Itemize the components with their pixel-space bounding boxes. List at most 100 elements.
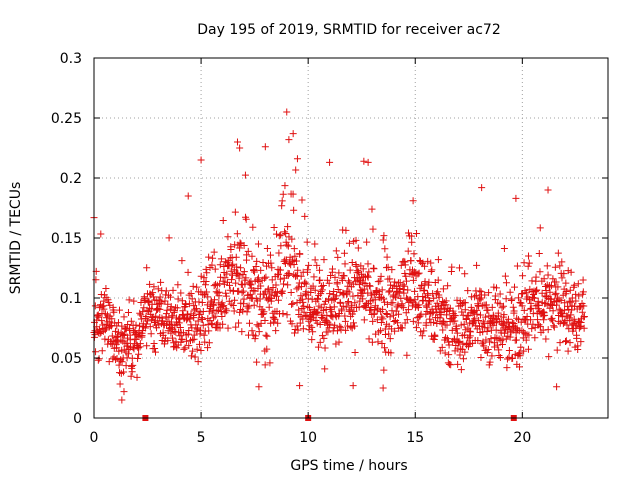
data-point [210,314,218,322]
data-point [156,305,164,313]
data-point [243,256,251,264]
data-point [503,355,511,363]
chart-title: Day 195 of 2019, SRMTID for receiver ac7… [197,22,501,38]
data-point [207,297,215,305]
data-point [236,308,244,316]
data-point [366,282,374,290]
data-point [513,336,521,344]
data-point [169,286,177,294]
data-point [457,302,465,310]
data-point [404,286,412,294]
data-point [131,327,139,335]
data-point [235,272,243,280]
data-point [369,264,377,272]
data-point [304,303,312,311]
data-point [296,319,304,327]
data-point [334,286,342,294]
data-point [324,328,332,336]
data-point [150,339,158,347]
data-point [415,301,423,309]
data-point [501,272,509,280]
data-point [524,345,532,353]
data-point [425,278,433,286]
data-point [427,259,435,267]
data-point [274,296,282,304]
notable-point-20 [255,383,263,391]
data-point [189,347,197,355]
data-point [154,285,162,293]
data-point [488,318,496,326]
data-point [221,274,229,282]
data-point [276,275,284,283]
data-point [202,281,210,289]
x-tick-labels: 0 5 10 15 20 [90,430,532,446]
data-point [257,319,265,327]
data-point [524,262,532,270]
data-point [544,326,552,334]
data-point [350,319,358,327]
data-point [364,260,372,268]
data-point [494,312,502,320]
data-point [443,335,451,343]
data-point [227,267,235,275]
data-point [542,282,550,290]
data-point [572,290,580,298]
data-point [364,273,372,281]
data-point [252,262,260,270]
data-point [557,296,565,304]
data-point [461,348,469,356]
data-point [567,311,575,319]
data-point [250,268,258,276]
data-point [453,325,461,333]
data-point [277,242,285,250]
data-point [102,285,110,293]
data-point [278,287,286,295]
data-point [408,238,416,246]
data-point [374,278,382,286]
data-point [187,352,195,360]
data-point [174,281,182,289]
data-point [135,328,143,336]
axis-ticks [93,57,608,419]
data-point [342,326,350,334]
data-point [148,314,156,322]
data-point [363,238,371,246]
data-point [142,320,150,328]
data-point [138,332,146,340]
data-point [118,358,126,366]
data-point [561,299,569,307]
data-point [281,182,289,190]
data-point [109,303,117,311]
data-point [206,317,214,325]
data-point [149,293,157,301]
x-tick-label-1: 5 [197,430,206,446]
x-tick-label-0: 0 [90,430,99,446]
data-point [111,327,119,335]
data-point [398,324,406,332]
data-point [542,286,550,294]
data-point [514,326,522,334]
data-point [272,281,280,289]
data-point [144,317,152,325]
notable-point-21 [349,382,357,390]
data-point [278,197,286,205]
data-point [257,282,265,290]
data-point [346,266,354,274]
data-point [500,302,508,310]
data-point [208,320,216,328]
data-point [334,253,342,261]
data-point [217,308,225,316]
data-point [279,310,287,318]
data-point [98,347,106,355]
data-point [141,324,149,332]
data-point [237,264,245,272]
data-point [193,305,201,313]
data-point [558,274,566,282]
y-tick-label-0: 0 [73,411,82,427]
data-point [239,307,247,315]
data-point [430,294,438,302]
data-point [344,322,352,330]
data-point [294,283,302,291]
data-point [174,295,182,303]
data-point [403,351,411,359]
